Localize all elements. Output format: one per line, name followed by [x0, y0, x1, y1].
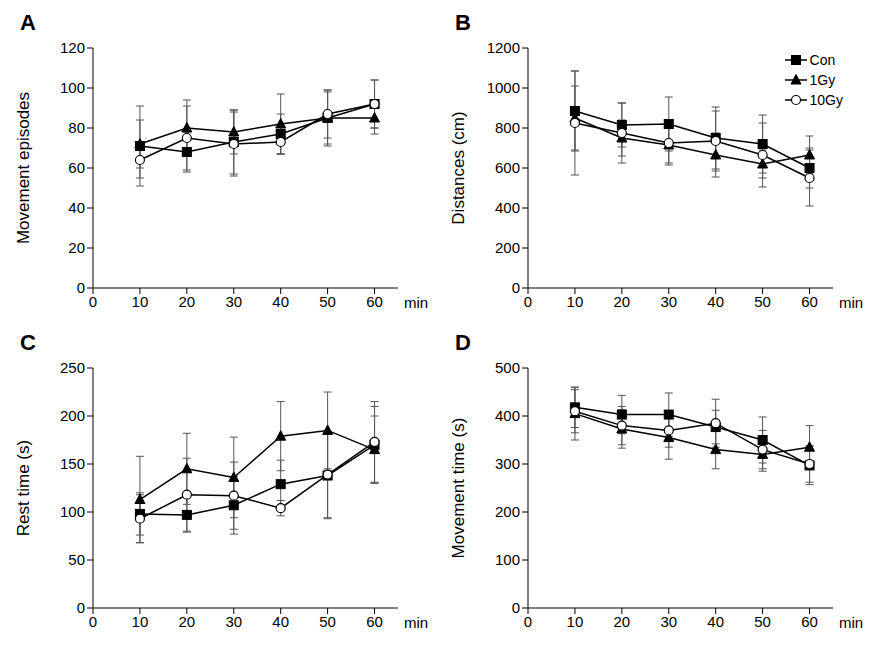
svg-text:60: 60	[366, 613, 383, 630]
html-text:A: A	[20, 10, 36, 35]
svg-text:Movement episodes: Movement episodes	[14, 92, 33, 244]
svg-text:1200: 1200	[487, 39, 520, 56]
svg-text:100: 100	[60, 79, 85, 96]
svg-text:60: 60	[68, 159, 85, 176]
html-text:1Gy: 1Gy	[809, 72, 836, 88]
svg-text:30: 30	[225, 613, 242, 630]
svg-text:250: 250	[60, 359, 85, 376]
svg-text:60: 60	[801, 293, 818, 310]
svg-text:50: 50	[319, 293, 336, 310]
svg-text:30: 30	[660, 293, 677, 310]
svg-text:20: 20	[179, 613, 196, 630]
svg-text:Rest time (s): Rest time (s)	[14, 440, 33, 536]
svg-text:min: min	[839, 614, 863, 631]
svg-text:80: 80	[68, 119, 85, 136]
svg-text:40: 40	[68, 199, 85, 216]
svg-text:20: 20	[614, 293, 631, 310]
svg-text:150: 150	[60, 455, 85, 472]
svg-text:300: 300	[495, 455, 520, 472]
svg-text:400: 400	[495, 407, 520, 424]
svg-text:40: 40	[707, 293, 724, 310]
svg-text:10: 10	[567, 613, 584, 630]
svg-text:120: 120	[60, 39, 85, 56]
svg-text:20: 20	[614, 613, 631, 630]
svg-text:min: min	[404, 294, 428, 311]
html-text:D: D	[455, 330, 471, 355]
svg-text:50: 50	[754, 293, 771, 310]
svg-text:Movement time (s): Movement time (s)	[449, 418, 468, 559]
svg-text:400: 400	[495, 199, 520, 216]
svg-text:20: 20	[68, 239, 85, 256]
svg-text:40: 40	[707, 613, 724, 630]
html-text:C: C	[20, 330, 36, 355]
svg-text:100: 100	[495, 551, 520, 568]
svg-text:10: 10	[567, 293, 584, 310]
svg-text:min: min	[839, 294, 863, 311]
svg-text:min: min	[404, 614, 428, 631]
svg-text:0: 0	[89, 293, 97, 310]
svg-text:600: 600	[495, 159, 520, 176]
svg-text:500: 500	[495, 359, 520, 376]
svg-text:0: 0	[89, 613, 97, 630]
svg-text:0: 0	[77, 279, 85, 296]
svg-text:60: 60	[366, 293, 383, 310]
svg-text:200: 200	[60, 407, 85, 424]
svg-text:100: 100	[60, 503, 85, 520]
svg-text:0: 0	[524, 613, 532, 630]
svg-text:0: 0	[77, 599, 85, 616]
svg-text:0: 0	[524, 293, 532, 310]
svg-text:Distances (cm): Distances (cm)	[449, 111, 468, 224]
svg-text:50: 50	[754, 613, 771, 630]
svg-text:40: 40	[272, 613, 289, 630]
svg-text:40: 40	[272, 293, 289, 310]
svg-text:10: 10	[132, 613, 149, 630]
svg-text:1000: 1000	[487, 79, 520, 96]
svg-text:50: 50	[319, 613, 336, 630]
svg-text:30: 30	[225, 293, 242, 310]
svg-text:200: 200	[495, 503, 520, 520]
html-text:10Gy: 10Gy	[809, 92, 843, 108]
svg-text:60: 60	[801, 613, 818, 630]
svg-text:0: 0	[512, 279, 520, 296]
svg-text:800: 800	[495, 119, 520, 136]
svg-text:30: 30	[660, 613, 677, 630]
svg-text:10: 10	[132, 293, 149, 310]
svg-text:20: 20	[179, 293, 196, 310]
svg-text:0: 0	[512, 599, 520, 616]
svg-text:200: 200	[495, 239, 520, 256]
html-text:Con: Con	[809, 52, 836, 68]
html-text:B: B	[455, 10, 471, 35]
svg-text:50: 50	[68, 551, 85, 568]
